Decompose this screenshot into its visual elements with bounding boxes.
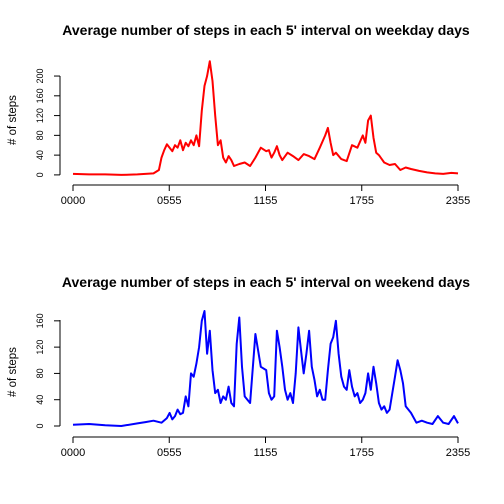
weekend-steps-line (72, 310, 459, 427)
x-tick-label: 1755 (350, 195, 374, 207)
y-tick-label: 40 (35, 395, 45, 405)
y-axis-label: # of steps (7, 95, 19, 145)
y-tick-label: 0 (35, 423, 45, 428)
x-tick-label: 1155 (254, 447, 278, 459)
x-ticks: 0000 0555 1155 1755 2355 (61, 185, 470, 207)
y-tick-label: 40 (35, 150, 45, 160)
y-ticks: 0 40 80 120 160 200 (35, 69, 60, 177)
x-tick-label: 0555 (157, 447, 181, 459)
y-tick-label: 160 (35, 313, 45, 328)
x-tick-label: 0555 (157, 195, 181, 207)
weekend-panel: Average number of steps in each 5' inter… (7, 274, 470, 459)
chart-title: Average number of steps in each 5' inter… (62, 22, 470, 38)
x-tick-label: 1755 (350, 447, 374, 459)
x-ticks: 0000 0555 1155 1755 2355 (61, 437, 470, 459)
y-axis-label: # of steps (7, 347, 19, 397)
y-tick-label: 160 (35, 88, 45, 103)
y-tick-label: 80 (35, 368, 45, 378)
chart-title: Average number of steps in each 5' inter… (62, 274, 470, 290)
x-tick-label: 2355 (446, 195, 470, 207)
y-ticks: 0 40 80 120 160 (35, 313, 60, 429)
y-tick-label: 0 (35, 172, 45, 177)
y-tick-label: 120 (35, 340, 45, 355)
weekday-panel: Average number of steps in each 5' inter… (7, 22, 470, 207)
x-tick-label: 0000 (61, 447, 85, 459)
x-tick-label: 0000 (61, 195, 85, 207)
x-tick-label: 1155 (254, 195, 278, 207)
y-tick-label: 200 (35, 69, 45, 84)
y-tick-label: 80 (35, 130, 45, 140)
y-tick-label: 120 (35, 108, 45, 123)
x-tick-label: 2355 (446, 447, 470, 459)
weekday-steps-line (72, 60, 459, 176)
